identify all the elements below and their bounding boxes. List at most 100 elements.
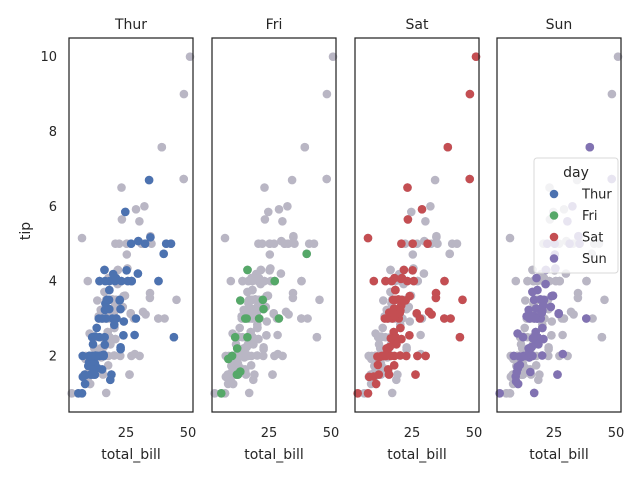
data-point-thur — [115, 296, 124, 305]
data-point-thur — [110, 276, 120, 286]
legend-marker-fri — [549, 211, 559, 220]
background-point — [300, 142, 310, 152]
background-point — [253, 323, 262, 333]
data-point-sat — [381, 351, 391, 361]
data-point-sat — [431, 288, 441, 298]
data-point-thur — [84, 361, 93, 371]
background-point — [273, 330, 282, 340]
data-point-sat — [399, 265, 409, 275]
data-point-thur — [78, 351, 87, 361]
background-point — [77, 233, 87, 243]
background-point — [265, 250, 275, 259]
data-point-sun — [513, 379, 523, 389]
background-point — [315, 295, 324, 305]
background-point — [419, 269, 429, 278]
background-point — [309, 239, 319, 248]
background-point — [274, 205, 284, 214]
background-point — [185, 52, 195, 61]
data-point-thur — [100, 305, 110, 315]
data-point-sat — [465, 89, 475, 99]
data-point-sat — [363, 389, 373, 398]
background-point — [371, 329, 380, 338]
data-point-sat — [417, 205, 427, 214]
background-point — [93, 296, 102, 305]
data-point-thur — [123, 276, 133, 286]
data-point-thur — [77, 389, 87, 398]
background-point — [246, 361, 256, 370]
legend-box — [533, 157, 619, 274]
background-point — [297, 314, 306, 323]
data-point-sun — [546, 302, 556, 312]
background-point — [290, 239, 299, 248]
background-point — [558, 330, 567, 340]
data-point-thur — [98, 350, 107, 360]
data-point-thur — [121, 207, 130, 217]
background-point — [259, 351, 268, 361]
data-point-thur — [104, 295, 114, 305]
background-point — [582, 276, 591, 286]
data-point-sun — [547, 291, 556, 301]
legend: day Thur Fri Sat Sun — [533, 157, 619, 274]
data-point-sun — [585, 142, 595, 152]
data-point-thur — [110, 320, 119, 330]
legend-label-sat: Sat — [582, 231, 603, 246]
background-point — [154, 314, 163, 323]
data-point-sun — [541, 279, 550, 289]
data-point-thur — [134, 236, 143, 246]
data-point-thur — [100, 332, 109, 342]
background-point — [220, 233, 230, 243]
data-point-thur — [90, 332, 100, 341]
data-point-fri — [242, 314, 251, 323]
background-point — [404, 302, 414, 312]
legend-label-sun: Sun — [582, 252, 607, 267]
data-point-sun — [534, 340, 543, 349]
data-point-sat — [403, 215, 413, 224]
data-point-sun — [538, 323, 547, 333]
data-point-sat — [423, 239, 432, 248]
data-point-sun — [526, 367, 535, 377]
background-point — [260, 183, 269, 192]
background-point — [284, 310, 293, 319]
data-point-thur — [92, 323, 101, 333]
data-point-sun — [530, 314, 539, 323]
data-point-sat — [392, 340, 401, 349]
background-point — [521, 296, 530, 305]
legend-title: day — [563, 165, 589, 181]
background-point — [249, 375, 258, 385]
background-point — [408, 250, 418, 259]
background-point — [297, 276, 306, 286]
data-point-fri — [258, 295, 268, 305]
background-point — [141, 310, 150, 319]
background-point — [322, 174, 332, 184]
background-point — [179, 174, 188, 184]
data-point-fri — [232, 344, 242, 353]
data-point-sun — [558, 349, 568, 359]
background-point — [244, 295, 254, 305]
background-point — [312, 332, 322, 342]
background-point — [452, 239, 462, 248]
data-point-fri — [230, 332, 240, 342]
data-point-thur — [116, 344, 125, 354]
background-point — [116, 351, 125, 361]
background-point — [534, 375, 543, 385]
data-point-thur — [117, 276, 126, 286]
data-point-sun — [529, 295, 539, 305]
data-point-fri — [243, 265, 252, 275]
panel-title: Fri — [266, 17, 283, 33]
background-point — [109, 351, 119, 360]
data-point-sun — [582, 314, 591, 323]
data-point-sat — [387, 276, 397, 286]
background-point — [613, 52, 623, 61]
data-point-sat — [408, 266, 417, 275]
data-point-fri — [259, 304, 268, 314]
background-point — [289, 231, 298, 241]
data-point-fri — [270, 276, 280, 286]
background-point — [145, 288, 155, 298]
y-tick-label: 8 — [49, 125, 57, 140]
background-point — [256, 279, 265, 289]
y-tick-label: 10 — [40, 50, 57, 65]
background-point — [179, 89, 189, 99]
background-point — [375, 344, 385, 353]
y-axis-label: tip — [18, 222, 34, 240]
